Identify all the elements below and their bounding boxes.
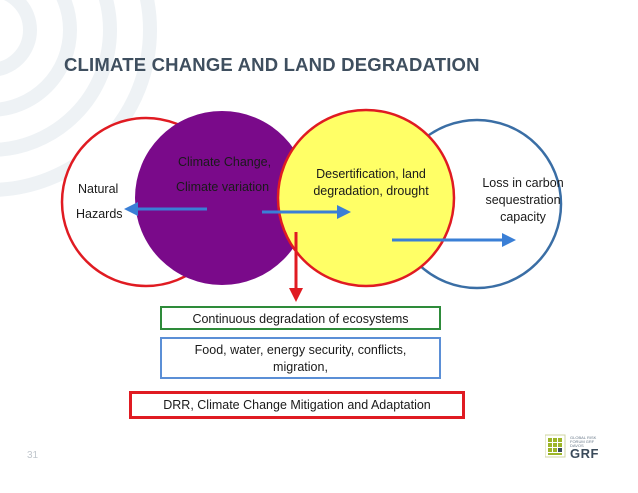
ecosystems-box: Continuous degradation of ecosystems <box>160 306 441 330</box>
arrow-to-carbon-loss-icon <box>392 233 516 247</box>
grf-logo-icon <box>545 434 566 458</box>
natural-hazards-label: Natural Hazards <box>64 177 123 227</box>
food-security-line1: Food, water, energy security, conflicts, <box>194 343 407 357</box>
carbon-loss-line2: sequestration <box>485 193 561 207</box>
climate-change-line1: Climate Change, <box>178 155 272 169</box>
desertification-line1: Desertification, land <box>316 167 426 181</box>
food-security-line2: migration, <box>273 360 328 374</box>
arrow-down-icon <box>289 232 303 302</box>
drr-box: DRR, Climate Change Mitigation and Adapt… <box>129 391 465 419</box>
desertification-line2: degradation, drought <box>313 184 429 198</box>
drr-text: DRR, Climate Change Mitigation and Adapt… <box>163 398 431 412</box>
arrow-to-desertification-icon <box>262 205 351 219</box>
carbon-loss-line3: capacity <box>500 210 546 224</box>
arrow-to-hazards-icon <box>124 202 207 216</box>
climate-change-line2: Climate variation <box>176 180 270 194</box>
natural-hazards-line2: Hazards <box>76 207 123 221</box>
logo-name: GRF <box>570 446 599 461</box>
logo-small-text: GLOBAL RISK FORUM GRF DAVOS <box>570 435 597 448</box>
climate-change-label: Climate Change, Climate variation <box>168 150 288 200</box>
climate-change-circle <box>135 111 309 285</box>
food-security-box: Food, water, energy security, conflicts,… <box>160 337 441 379</box>
natural-hazards-line1: Natural <box>78 182 119 196</box>
page-number: 31 <box>27 450 39 461</box>
desertification-circle <box>276 108 456 288</box>
carbon-loss-line1: Loss in carbon <box>482 176 564 190</box>
ecosystems-text: Continuous degradation of ecosystems <box>192 312 409 326</box>
slide-title: CLIMATE CHANGE AND LAND DEGRADATION <box>64 54 480 75</box>
carbon-loss-label: Loss in carbon sequestration capacity <box>468 175 578 226</box>
desertification-label: Desertification, land degradation, droug… <box>301 166 441 200</box>
